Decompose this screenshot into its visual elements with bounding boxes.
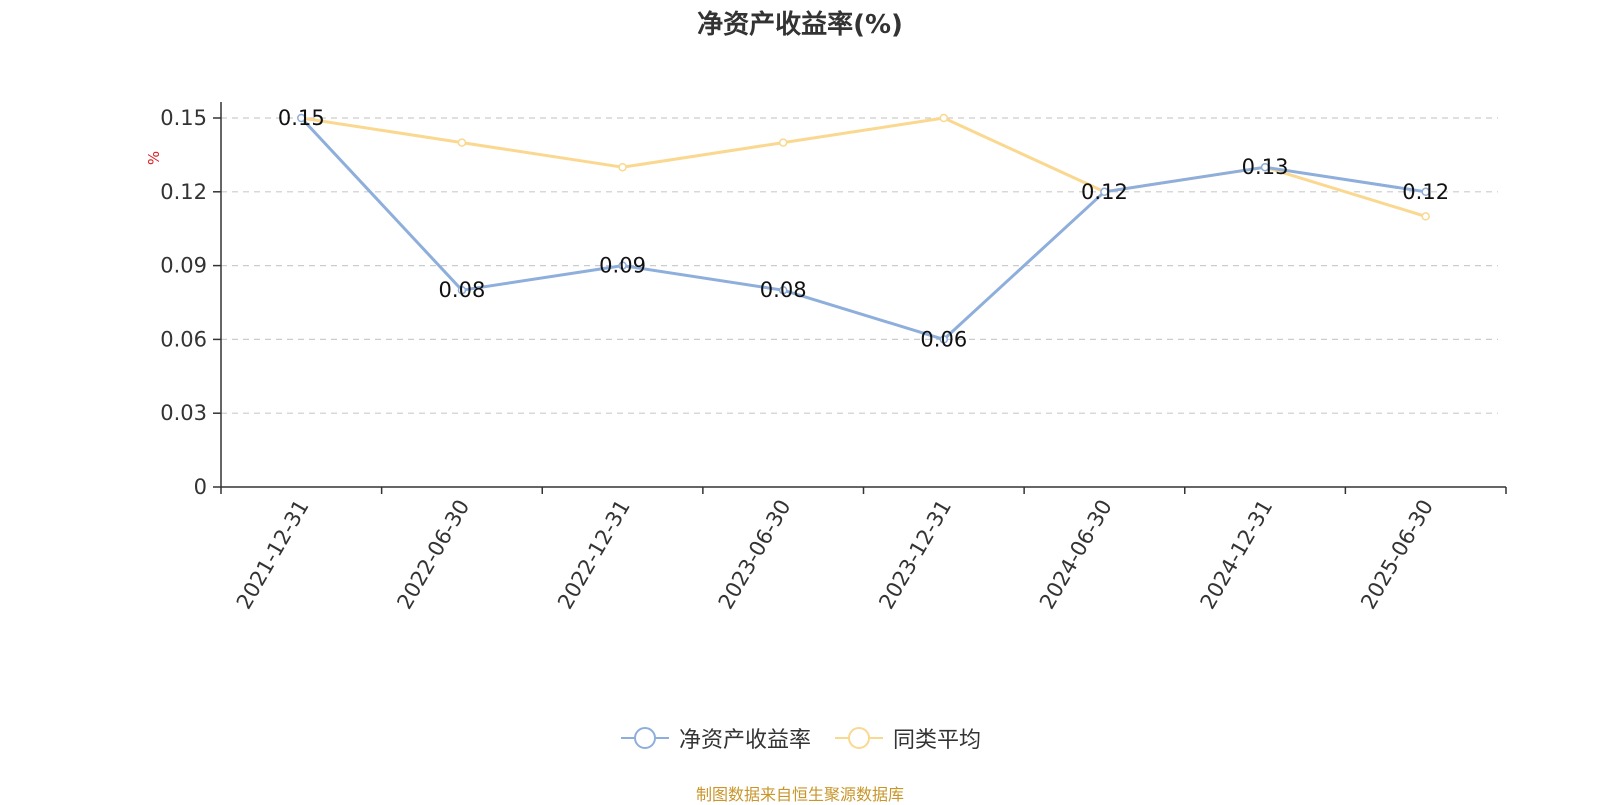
- data-point: [618, 162, 627, 172]
- legend-item-peer-average[interactable]: 同类平均: [833, 722, 981, 754]
- legend: 净资产收益率 同类平均: [0, 722, 1600, 754]
- y-tick-label: 0.12: [160, 180, 207, 204]
- source-note: 制图数据来自恒生聚源数据库: [695, 785, 904, 804]
- y-tick-label: 0.15: [160, 106, 207, 130]
- data-label: 0.13: [1242, 155, 1289, 179]
- x-tick-label: 2022-12-31: [553, 496, 635, 614]
- x-tick-label: 2024-12-31: [1196, 496, 1278, 614]
- x-tick-label: 2025-06-30: [1356, 496, 1438, 614]
- y-tick-label: 0.03: [160, 401, 207, 425]
- data-point: [1421, 212, 1430, 221]
- data-label: 0.12: [1402, 180, 1449, 204]
- data-point: [457, 285, 467, 295]
- gridlines: [221, 117, 1498, 414]
- data-label: 0.12: [1081, 180, 1128, 204]
- legend-roe-icon: [620, 727, 669, 749]
- data-point: [618, 261, 627, 270]
- series-layer: [297, 113, 1430, 344]
- data-point: [939, 335, 949, 344]
- chart-title: 净资产收益率(%): [697, 10, 903, 40]
- y-axis-label: %: [145, 151, 163, 165]
- data-point: [1421, 187, 1430, 197]
- data-point: [1100, 187, 1109, 197]
- data-label: 0.06: [920, 327, 967, 351]
- series-line-0: [300, 116, 1426, 341]
- data-point: [297, 113, 306, 123]
- data-label: 0.08: [439, 278, 486, 302]
- legend-peer-label: 同类平均: [893, 728, 982, 753]
- data-labels: 0.15 0.08 0.09 0.08 0.06 0.12 0.13 0.12: [278, 106, 1449, 351]
- data-label: 0.09: [599, 254, 646, 278]
- data-point: [457, 138, 467, 147]
- legend-peer-icon: [835, 727, 883, 749]
- x-tick-label: 2024-06-30: [1035, 496, 1117, 614]
- data-point: [939, 113, 949, 123]
- y-tick-label: 0.06: [160, 327, 207, 351]
- legend-roe-label: 净资产收益率: [678, 728, 811, 753]
- y-tick-label: 0.09: [160, 254, 207, 278]
- y-tick-label: 0: [194, 475, 207, 499]
- legend-item-roe[interactable]: 净资产收益率: [619, 722, 811, 754]
- x-tick-label: 2023-12-31: [874, 496, 956, 614]
- data-point: [778, 285, 788, 295]
- data-point: [1260, 162, 1270, 172]
- x-tick-label: 2021-12-31: [232, 496, 314, 614]
- data-label: 0.08: [760, 278, 807, 302]
- x-tick-label: 2022-06-30: [392, 496, 474, 614]
- data-label: 0.15: [278, 106, 325, 130]
- data-point: [778, 138, 788, 147]
- x-tick-label: 2023-06-30: [714, 496, 796, 614]
